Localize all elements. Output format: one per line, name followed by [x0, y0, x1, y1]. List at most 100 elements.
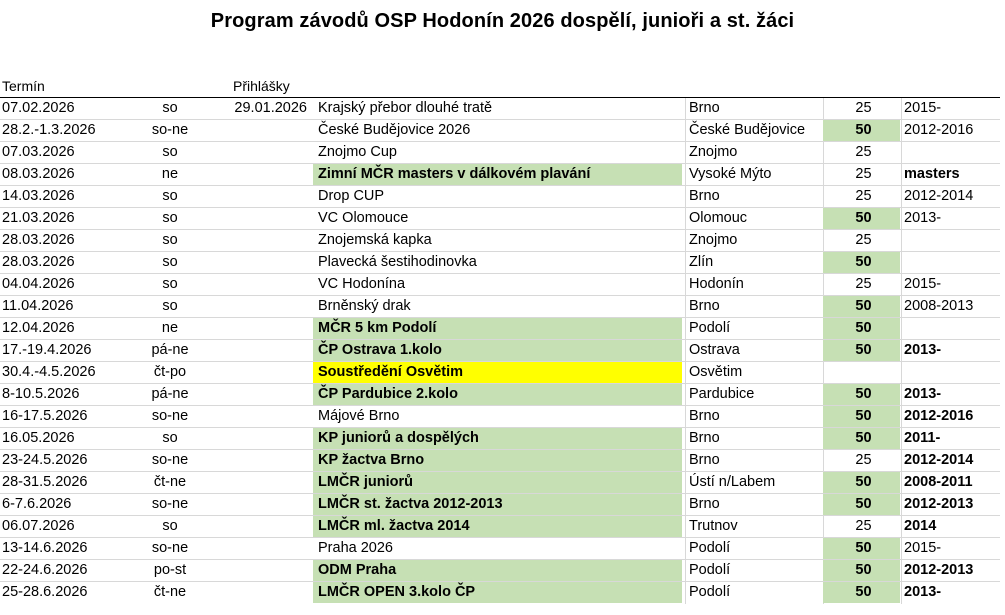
cell-venue: Podolí	[689, 584, 731, 600]
cell-date: 08.03.2026	[2, 166, 75, 182]
cell-registration	[214, 560, 307, 581]
header-date: Termín	[2, 78, 45, 94]
cell-category: 2015-	[904, 540, 942, 556]
cell-pool-length	[823, 362, 900, 383]
cell-date: 16-17.5.2026	[2, 408, 88, 424]
table-row: 22-24.6.2026 po-st ODM Praha Podolí 50 2012-2…	[0, 560, 1000, 582]
cell-day: čt-ne	[153, 584, 187, 600]
cell-category: 2012-2013	[904, 562, 974, 578]
cell-event-name: KP žactva Brno	[313, 450, 682, 471]
cell-date: 25-28.6.2026	[2, 584, 88, 600]
cell-registration	[214, 384, 307, 405]
cell-day: pá-ne	[151, 342, 189, 358]
cell-event-name: LMČR st. žactva 2012-2013	[313, 494, 682, 515]
cell-date: 8-10.5.2026	[2, 386, 80, 402]
cell-event-name: Májové Brno	[318, 408, 400, 424]
table-row: 07.03.2026 so Znojmo Cup Znojmo 25	[0, 142, 1000, 164]
cell-date: 14.03.2026	[2, 188, 75, 204]
cell-venue: České Budějovice	[689, 122, 806, 138]
cell-event-name: ČP Pardubice 2.kolo	[313, 384, 682, 405]
cell-category: 2013-	[904, 386, 942, 402]
cell-day: so-ne	[151, 540, 189, 556]
cell-day: so	[162, 100, 178, 116]
cell-pool-length: 50	[823, 252, 900, 273]
cell-day: čt-ne	[153, 474, 187, 490]
cell-registration	[214, 472, 307, 493]
cell-venue: Brno	[689, 496, 720, 512]
cell-date: 28.03.2026	[2, 254, 75, 270]
cell-category: 2013-	[904, 210, 942, 226]
cell-pool-length: 25	[855, 188, 872, 204]
cell-venue: Vysoké Mýto	[689, 166, 772, 182]
table-row: 28.2.-1.3.2026 so-ne České Budějovice 2026…	[0, 120, 1000, 142]
cell-event-name: VC Olomouce	[318, 210, 409, 226]
cell-pool-length: 50	[823, 384, 900, 405]
cell-event-name: VC Hodonína	[318, 276, 406, 292]
cell-event-name: Soustředění Osvětim	[313, 362, 682, 383]
table-row: 8-10.5.2026 pá-ne ČP Pardubice 2.kolo Pardu…	[0, 384, 1000, 406]
cell-pool-length: 50	[823, 538, 900, 559]
cell-day: so	[162, 430, 178, 446]
cell-date: 28.03.2026	[2, 232, 75, 248]
cell-pool-length: 50	[823, 582, 900, 603]
cell-category: 2008-2011	[904, 474, 973, 490]
cell-category: 2012-2016	[904, 122, 974, 138]
cell-date: 21.03.2026	[2, 210, 75, 226]
table-row: 16.05.2026 so KP juniorů a dospělých Brno 50…	[0, 428, 1000, 450]
cell-registration	[214, 142, 307, 163]
cell-day: so	[162, 518, 178, 534]
cell-day: so	[162, 254, 178, 270]
table-row: 16-17.5.2026 so-ne Májové Brno Brno 50 2012-2…	[0, 406, 1000, 428]
table-row: 30.4.-4.5.2026 čt-po Soustředění Osvětim Os…	[0, 362, 1000, 384]
cell-date: 11.04.2026	[2, 298, 74, 314]
cell-category	[902, 230, 1000, 251]
cell-registration	[214, 252, 307, 273]
table-row: 11.04.2026 so Brněnský drak Brno 50 2008-2013	[0, 296, 1000, 318]
cell-registration	[214, 274, 307, 295]
cell-day: so-ne	[151, 122, 189, 138]
cell-pool-length: 50	[823, 340, 900, 361]
cell-registration	[214, 230, 307, 251]
cell-category: 2013-	[904, 342, 942, 358]
cell-venue: Znojmo	[689, 232, 738, 248]
cell-date: 07.02.2026	[2, 100, 75, 116]
cell-event-name: LMČR juniorů	[313, 472, 682, 493]
cell-venue: Znojmo	[689, 144, 738, 160]
cell-day: so	[162, 276, 178, 292]
cell-day: čt-po	[153, 364, 187, 380]
cell-date: 07.03.2026	[2, 144, 75, 160]
cell-venue: Ostrava	[689, 342, 740, 358]
cell-registration	[214, 450, 307, 471]
table-row: 23-24.5.2026 so-ne KP žactva Brno Brno 25 201…	[0, 450, 1000, 472]
cell-date: 04.04.2026	[2, 276, 75, 292]
cell-registration	[214, 428, 307, 449]
cell-registration	[214, 164, 307, 185]
cell-venue: Zlín	[689, 254, 714, 270]
cell-category: 2012-2014	[904, 452, 974, 468]
cell-venue: Brno	[689, 430, 720, 446]
cell-registration	[214, 516, 307, 537]
table-row: 25-28.6.2026 čt-ne LMČR OPEN 3.kolo ČP Podo…	[0, 582, 1000, 603]
table-row: 17.-19.4.2026 pá-ne ČP Ostrava 1.kolo Ostra…	[0, 340, 1000, 362]
cell-pool-length: 50	[823, 428, 900, 449]
cell-event-name: ČP Ostrava 1.kolo	[313, 340, 682, 361]
cell-category	[902, 362, 1000, 383]
cell-event-name: Znojmo Cup	[318, 144, 397, 160]
cell-registration	[214, 538, 307, 559]
table-row: 21.03.2026 so VC Olomouce Olomouc 50 2013-	[0, 208, 1000, 230]
cell-event-name: Krajský přebor dlouhé tratě	[318, 100, 493, 116]
cell-date: 30.4.-4.5.2026	[2, 364, 96, 380]
table-row: 07.02.2026 so 29.01.2026 Krajský přebor dlo…	[0, 98, 1000, 120]
table-row: 28.03.2026 so Znojemská kapka Znojmo 25	[0, 230, 1000, 252]
cell-date: 16.05.2026	[2, 430, 75, 446]
table-row: 6-7.6.2026 so-ne LMČR st. žactva 2012-2013…	[0, 494, 1000, 516]
cell-pool-length: 50	[823, 406, 900, 427]
cell-pool-length: 25	[855, 452, 872, 468]
cell-event-name: Brněnský drak	[318, 298, 411, 314]
cell-date: 06.07.2026	[2, 518, 75, 534]
cell-day: po-st	[153, 562, 187, 578]
cell-date: 6-7.6.2026	[2, 496, 72, 512]
cell-day: so-ne	[151, 408, 189, 424]
table-row: 08.03.2026 ne Zimní MČR masters v dálkovém…	[0, 164, 1000, 186]
table-row: 28.03.2026 so Plavecká šestihodinovka Zlín 5…	[0, 252, 1000, 274]
